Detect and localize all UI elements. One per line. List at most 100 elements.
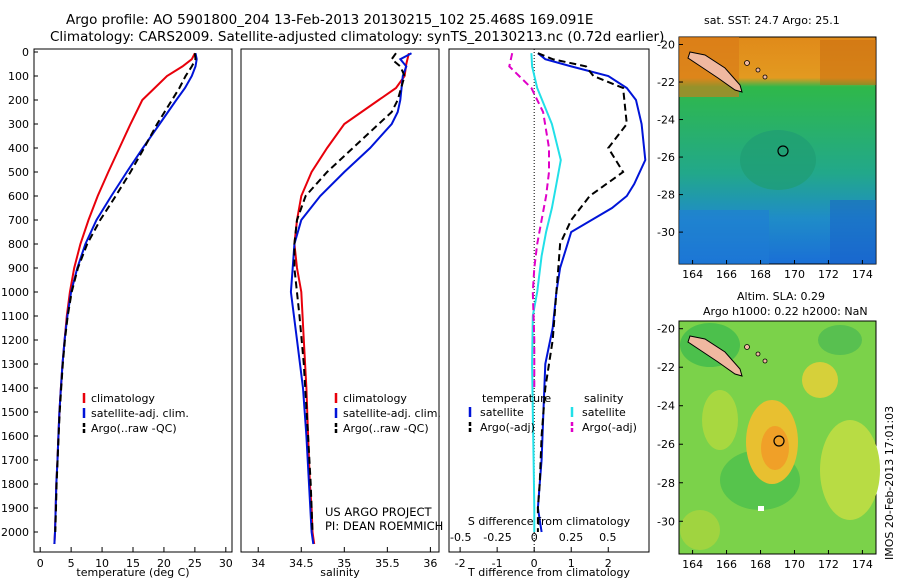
map-y-tick-label: -28 [657,189,675,202]
map-x-tick-label: 172 [818,268,839,281]
argo-location-marker [777,145,789,157]
y-tick-label: 300 [8,118,29,131]
x2-tick-label: 0 [531,531,538,544]
x-tick-label: 35 [337,557,351,570]
map-y-tick-label: -24 [657,114,675,127]
y-tick-label: 600 [8,190,29,203]
y-tick-label: 900 [8,262,29,275]
map-x-tick-label: 166 [716,268,737,281]
x-tick-label: 30 [219,557,233,570]
y-tick-label: 800 [8,238,29,251]
map-x-tick-label: 168 [750,268,771,281]
series-line-argo-raw-qc- [293,52,406,533]
y-tick-label: 700 [8,214,29,227]
x-tick-label: 20 [157,557,171,570]
x2-tick-label: -0.25 [483,531,511,544]
legend-label: satellite-adj. clim. [343,407,441,420]
map-x-tick-label: 174 [852,268,873,281]
y-tick-label: 1900 [1,502,29,515]
y-tick-label: 1800 [1,478,29,491]
x-tick-label: 15 [126,557,140,570]
legend-header: temperature [482,392,551,405]
map-y-tick-label: -20 [657,39,675,52]
x-tick-label: 25 [188,557,202,570]
map-x-tick-label: 170 [784,558,805,571]
map-y-tick-label: -20 [657,323,675,336]
sla-map-title-1: Altim. SLA: 0.29 [737,290,826,303]
y-tick-label: 1200 [1,334,29,347]
y-tick-label: 400 [8,142,29,155]
y-tick-label: 1400 [1,382,29,395]
argo-location-marker [773,435,785,447]
x-tick-label: 34.5 [289,557,314,570]
series-line-argo-adj- [536,52,628,532]
map-x-tick-label: 174 [852,558,873,571]
y-tick-label: 100 [8,70,29,83]
credit-line-1: US ARGO PROJECT [325,505,432,519]
x-tick-label: 10 [95,557,109,570]
sla-map-title-2: Argo h1000: 0.22 h2000: NaN [703,305,868,318]
x-axis-label: T difference from climatology [467,566,630,579]
map-x-tick-label: 170 [784,268,805,281]
y-tick-label: 1100 [1,310,29,323]
map-y-tick-label: -30 [657,515,675,528]
y-tick-label: 1500 [1,406,29,419]
y-tick-label: 0 [22,46,29,59]
x-tick-label: -2 [455,557,466,570]
map-y-tick-label: -22 [657,76,675,89]
legend-label: Argo(..raw -QC) [343,422,429,435]
difference-panel [448,48,650,553]
legend-label: climatology [343,392,407,405]
x2-tick-label: -0.5 [450,531,471,544]
y-tick-label: 1300 [1,358,29,371]
sst-map [678,36,877,265]
x-tick-label: 34 [251,557,265,570]
map-y-tick-label: -28 [657,477,675,490]
x-tick-label: -1 [492,557,503,570]
legend-label: Argo(-adj) [582,421,637,434]
salinity-panel [240,48,440,553]
series-line-argo-raw-qc- [54,53,197,533]
x2-tick-label: 0.5 [599,531,617,544]
map-x-tick-label: 164 [682,268,703,281]
temperature-panel [33,48,233,553]
imos-timestamp: IMOS 20-Feb-2013 17:01:03 [883,405,896,560]
legend-label: Argo(..raw -QC) [91,422,177,435]
map-x-tick-label: 172 [818,558,839,571]
x-tick-label: 35.5 [375,557,400,570]
map-x-tick-label: 164 [682,558,703,571]
credit-line-2: PI: DEAN ROEMMICH [325,519,444,533]
map-x-tick-label: 168 [750,558,771,571]
sla-map [678,320,880,555]
x-tick-label: 36 [423,557,437,570]
map-y-tick-label: -26 [657,438,675,451]
y-tick-label: 1700 [1,454,29,467]
x-tick-label: 0 [37,557,44,570]
title-line-1: Argo profile: AO 5901800_204 13-Feb-2013… [66,12,594,28]
x-tick-label: 2 [605,557,612,570]
series-line-argo-adj- [508,52,550,388]
x-tick-label: 0 [531,557,538,570]
legend-label: Argo(-adj) [480,421,535,434]
y-tick-label: 1000 [1,286,29,299]
map-x-tick-label: 166 [716,558,737,571]
legend-label: climatology [91,392,155,405]
series-line-satellite-adj-clim- [289,52,412,545]
map-y-tick-label: -30 [657,226,675,239]
x-axis-label: temperature (deg C) [76,566,189,579]
legend-label: satellite [582,406,626,419]
map-y-tick-label: -22 [657,361,675,374]
x-tick-label: 1 [568,557,575,570]
x-axis-label: salinity [320,566,360,579]
map-y-tick-label: -24 [657,400,675,413]
y-tick-label: 200 [8,94,29,107]
x2-axis-label: S difference from climatology [468,515,631,528]
y-tick-label: 2000 [1,526,29,539]
x2-tick-label: 0.25 [559,531,584,544]
legend-header: salinity [584,392,624,405]
title-line-2: Climatology: CARS2009. Satellite-adjuste… [50,29,665,45]
y-tick-label: 500 [8,166,29,179]
legend-label: satellite-adj. clim. [91,407,189,420]
y-tick-label: 1600 [1,430,29,443]
